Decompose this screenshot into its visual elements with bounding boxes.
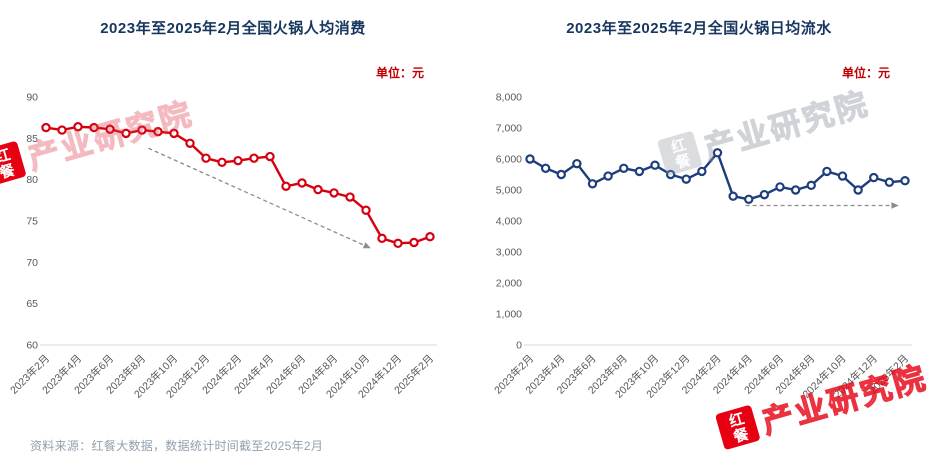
right-unit-label: 单位：元 xyxy=(841,66,890,80)
data-point xyxy=(73,122,83,132)
left-chart-title: 2023年至2025年2月全国火锅人均消费 xyxy=(100,20,366,37)
y-tick-label: 2,000 xyxy=(496,278,522,290)
y-tick-label: 85 xyxy=(26,133,38,145)
data-point xyxy=(249,153,259,163)
data-point xyxy=(361,205,371,215)
data-point xyxy=(105,124,115,134)
data-point xyxy=(712,148,723,158)
data-point xyxy=(121,128,131,139)
data-point xyxy=(884,177,895,187)
y-tick-label: 80 xyxy=(26,174,38,186)
data-point xyxy=(265,151,275,162)
y-tick-label: 70 xyxy=(26,257,38,269)
data-point xyxy=(728,191,738,201)
data-point xyxy=(556,169,566,180)
y-tick-label: 1,000 xyxy=(496,309,522,321)
daily-revenue-line-chart: 0 1,000 2,000 3,000 4,000 5,000 6,000 7,000 8,00… xyxy=(491,92,912,401)
data-point xyxy=(697,166,707,177)
data-point xyxy=(587,179,598,189)
data-point xyxy=(900,175,910,186)
data-source-note: 资料来源：红餐大数据，数据统计时间截至2025年2月 xyxy=(30,439,324,453)
y-tick-label: 3,000 xyxy=(496,247,522,259)
y-tick-label: 7,000 xyxy=(496,123,522,135)
data-point xyxy=(853,185,863,195)
trend-arrow-line xyxy=(148,147,372,249)
data-point xyxy=(281,181,291,191)
y-tick-label: 65 xyxy=(26,298,38,310)
data-point xyxy=(409,237,419,248)
y-tick-label: 90 xyxy=(26,92,38,104)
y-tick-label: 4,000 xyxy=(496,216,522,228)
y-tick-label: 6,000 xyxy=(496,154,522,166)
left-unit-label: 单位：元 xyxy=(375,66,424,80)
data-point xyxy=(57,125,67,135)
data-point xyxy=(137,125,147,135)
data-point xyxy=(603,171,613,181)
data-point xyxy=(665,169,676,180)
per-capita-consumption-line-chart: 606570758085902023年2月2023年4月2023年6月2023年… xyxy=(7,92,437,401)
data-point xyxy=(169,128,179,139)
data-point xyxy=(41,122,51,133)
y-tick-label: 60 xyxy=(26,340,38,352)
data-point xyxy=(185,138,195,148)
data-point xyxy=(377,233,387,244)
data-point xyxy=(525,154,535,164)
data-line xyxy=(528,151,907,201)
data-point xyxy=(572,158,582,169)
data-point xyxy=(634,166,645,177)
data-point xyxy=(744,194,754,205)
data-point xyxy=(329,188,339,198)
data-point xyxy=(153,127,163,137)
data-point xyxy=(201,153,211,163)
y-tick-label: 8,000 xyxy=(496,92,522,104)
y-tick-label: 5,000 xyxy=(496,185,522,197)
trend-arrow-head xyxy=(362,242,371,249)
data-point xyxy=(775,182,785,192)
y-tick-label: 0 xyxy=(516,340,522,352)
data-point xyxy=(425,232,435,242)
data-point xyxy=(345,192,355,202)
data-point xyxy=(297,178,307,188)
data-point xyxy=(393,238,403,249)
data-point xyxy=(650,160,660,170)
data-point xyxy=(313,184,323,195)
data-point xyxy=(619,163,629,174)
data-point xyxy=(233,155,243,166)
data-point xyxy=(759,189,770,200)
data-point xyxy=(806,180,816,191)
data-point xyxy=(217,157,227,168)
data-point xyxy=(822,166,832,177)
data-point xyxy=(790,185,801,195)
data-point xyxy=(869,172,879,183)
trend-arrow-head xyxy=(891,202,899,209)
y-tick-label: 75 xyxy=(26,216,38,228)
data-point xyxy=(540,163,551,174)
data-point xyxy=(89,122,99,133)
right-chart-title: 2023年至2025年2月全国火锅日均流水 xyxy=(566,20,832,37)
data-point xyxy=(837,171,848,181)
data-line xyxy=(44,125,432,245)
data-point xyxy=(681,174,691,184)
